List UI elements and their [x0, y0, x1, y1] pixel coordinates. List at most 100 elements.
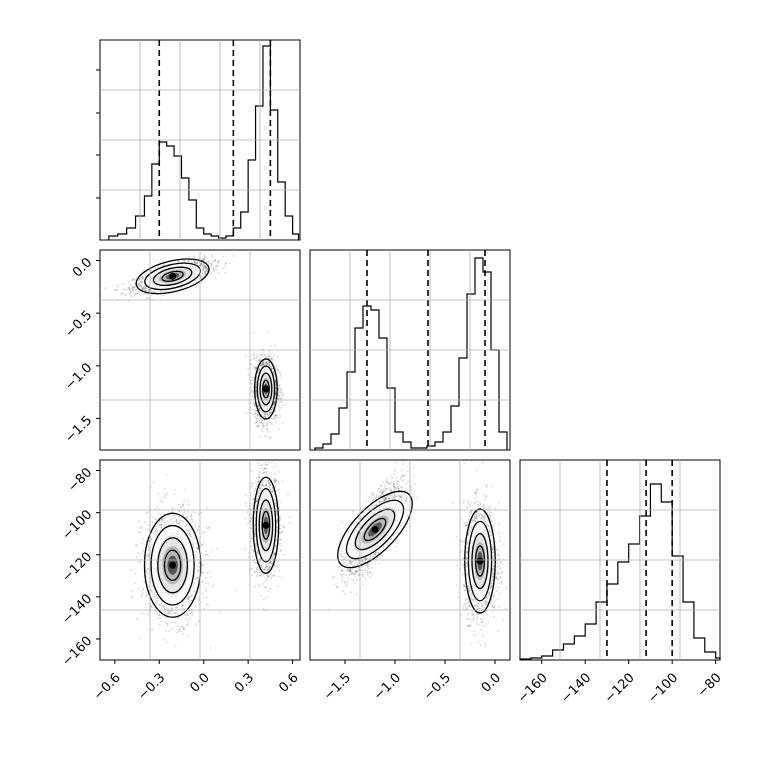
data-point [204, 266, 207, 269]
data-point [273, 480, 276, 483]
data-point [251, 388, 253, 391]
data-point [189, 533, 192, 536]
data-point [258, 474, 261, 477]
data-point [257, 453, 259, 455]
data-point [279, 406, 282, 409]
data-point [191, 520, 194, 523]
data-point [193, 260, 196, 263]
data-point [273, 402, 276, 405]
data-point [265, 467, 268, 469]
data-point [276, 356, 279, 359]
data-point [144, 602, 147, 605]
data-point [182, 627, 185, 629]
data-point [225, 262, 227, 265]
data-point [271, 417, 274, 420]
data-point [259, 364, 262, 367]
data-point [276, 522, 279, 525]
data-point [145, 554, 148, 557]
data-point [140, 527, 143, 530]
data-point [261, 413, 264, 416]
data-point [171, 607, 174, 610]
data-point [272, 490, 275, 493]
data-point [277, 575, 280, 578]
data-point [266, 577, 268, 580]
data-point [197, 619, 200, 622]
data-point [141, 541, 144, 544]
diag-0-histogram-bars [108, 45, 300, 240]
data-point [214, 265, 217, 268]
pair-1-0-ytick-label: 0.0 [70, 255, 95, 280]
data-point [170, 622, 173, 625]
data-point [131, 285, 134, 288]
data-point [161, 605, 164, 608]
data-point [135, 544, 138, 547]
data-point [173, 612, 176, 615]
data-point [186, 597, 189, 600]
data-point [217, 271, 220, 274]
data-point [268, 565, 271, 568]
data-point [186, 614, 189, 617]
pair-2-0-panel: −80−100−120−140−160−0.6 −0.3 0.0 0.3 0.6 [59, 441, 302, 703]
data-point [161, 518, 164, 521]
data-point [277, 397, 280, 400]
data-point [134, 543, 137, 546]
data-point [250, 383, 253, 385]
data-point [163, 263, 166, 266]
data-point [196, 528, 199, 531]
data-point [273, 441, 275, 443]
data-point [257, 569, 260, 572]
data-point [141, 286, 144, 289]
data-point [250, 545, 253, 548]
data-point [195, 556, 198, 559]
data-point [216, 265, 219, 267]
data-point [154, 518, 157, 521]
data-point [252, 560, 255, 563]
data-point [275, 479, 278, 482]
data-point [255, 387, 258, 390]
data-point [256, 413, 259, 416]
data-point [159, 523, 162, 526]
data-point [131, 279, 134, 282]
data-point [281, 404, 284, 407]
data-point [193, 255, 196, 258]
data-point [166, 515, 169, 518]
data-point [251, 484, 254, 487]
pair-1-0-cluster-1-contour-1 [256, 365, 276, 413]
data-point [140, 280, 143, 283]
data-point [200, 277, 203, 280]
data-point [187, 529, 189, 532]
data-point [267, 455, 269, 457]
data-point [184, 607, 187, 610]
data-point [211, 584, 214, 587]
data-point [169, 518, 172, 521]
data-point [159, 603, 161, 606]
data-point [160, 290, 163, 292]
data-point [164, 613, 167, 615]
data-point [190, 514, 193, 517]
data-point [185, 523, 188, 526]
data-point [132, 289, 135, 292]
data-point [206, 572, 209, 574]
data-point [130, 568, 133, 571]
data-point [262, 363, 265, 366]
data-point [210, 255, 213, 258]
data-point [144, 562, 147, 565]
data-point [161, 517, 164, 520]
data-point [250, 470, 253, 473]
data-point [190, 515, 193, 518]
data-point [115, 289, 118, 291]
data-point [203, 257, 206, 260]
data-point [273, 402, 276, 405]
data-point [133, 295, 136, 298]
data-point [272, 417, 275, 420]
data-point [202, 257, 205, 260]
data-point [191, 511, 194, 513]
data-point [256, 552, 259, 555]
data-point [271, 367, 274, 370]
data-point [265, 424, 268, 427]
data-point [198, 596, 200, 599]
data-point [215, 547, 218, 550]
data-point [172, 507, 175, 510]
data-point [196, 547, 199, 550]
data-point [148, 549, 150, 551]
